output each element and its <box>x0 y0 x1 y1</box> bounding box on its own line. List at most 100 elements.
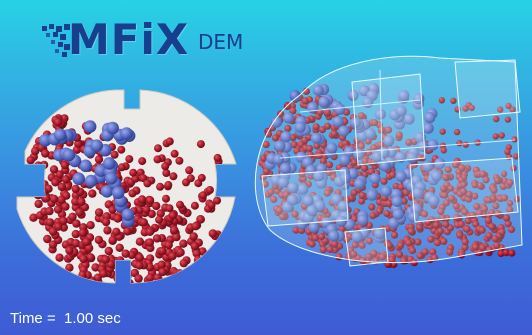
small-particle <box>138 157 147 166</box>
small-particle <box>460 187 468 195</box>
small-particle <box>301 97 309 105</box>
small-particle <box>397 183 405 191</box>
large-particle <box>332 116 344 128</box>
time-unit: sec <box>97 310 121 327</box>
small-particle <box>99 269 108 278</box>
small-particle <box>416 252 424 260</box>
small-particle <box>461 208 469 216</box>
small-particle <box>440 185 447 192</box>
small-particle <box>450 97 457 105</box>
small-particle <box>179 239 188 248</box>
large-particle <box>407 211 420 223</box>
small-particle <box>444 166 452 174</box>
small-particle <box>506 200 514 207</box>
small-particle <box>165 204 174 213</box>
small-particle <box>131 174 140 183</box>
small-particle <box>441 192 448 199</box>
small-particle <box>190 201 199 210</box>
small-particle <box>113 214 122 223</box>
small-particle <box>457 220 465 228</box>
small-particle <box>290 141 298 149</box>
large-particle <box>417 140 429 152</box>
small-particle <box>65 263 74 272</box>
small-particle <box>121 249 130 258</box>
small-particle <box>462 105 469 112</box>
small-particle <box>361 157 369 165</box>
small-particle <box>390 231 399 239</box>
small-particle <box>438 97 445 104</box>
small-particle <box>331 240 339 248</box>
small-particle <box>312 123 320 131</box>
small-particle <box>197 173 206 182</box>
large-particle <box>427 139 439 151</box>
small-particle <box>108 205 117 214</box>
large-particle <box>412 187 424 199</box>
small-particle <box>94 155 104 164</box>
large-particle <box>318 96 330 108</box>
small-particle <box>462 141 469 148</box>
small-particle <box>205 186 214 194</box>
small-particle <box>490 186 498 194</box>
large-particle <box>338 125 350 137</box>
small-particle <box>189 232 198 241</box>
small-particle <box>135 253 144 262</box>
small-particle <box>319 246 327 254</box>
small-particle <box>451 161 459 169</box>
large-particle <box>406 152 418 164</box>
small-particle <box>503 214 511 222</box>
small-particle <box>145 238 155 247</box>
small-particle <box>23 181 32 191</box>
small-particle <box>448 194 456 202</box>
small-particle <box>125 155 134 164</box>
large-particle <box>334 103 346 115</box>
small-particle <box>112 227 121 236</box>
large-particle <box>272 153 284 165</box>
small-particle <box>447 185 454 192</box>
mfix-dem-logo: MFiX DEM <box>40 17 270 64</box>
small-particle <box>168 252 177 261</box>
small-particle <box>402 189 410 197</box>
large-particle <box>94 164 108 177</box>
small-particle <box>117 163 126 172</box>
small-particle <box>415 223 424 231</box>
small-particle <box>275 206 283 214</box>
large-particle <box>369 173 381 185</box>
small-particle <box>48 227 58 236</box>
small-particle <box>145 196 155 205</box>
large-particle <box>38 134 52 147</box>
large-particle <box>364 128 376 140</box>
small-particle <box>157 260 166 269</box>
small-particle <box>168 211 177 220</box>
small-particle <box>84 243 94 253</box>
small-particle <box>396 251 404 259</box>
small-particle <box>161 162 170 171</box>
small-particle <box>385 126 393 134</box>
large-particle <box>343 146 355 158</box>
small-particle <box>190 242 200 251</box>
small-particle <box>407 227 415 235</box>
small-particle <box>468 104 475 112</box>
small-particle <box>318 233 326 241</box>
small-particle <box>57 182 66 192</box>
small-particle <box>71 184 80 194</box>
small-particle <box>414 238 422 246</box>
small-particle <box>359 257 367 265</box>
small-particle <box>135 237 145 246</box>
large-particle <box>287 181 299 194</box>
small-particle <box>139 218 148 227</box>
small-particle <box>71 197 80 206</box>
small-particle <box>164 240 173 250</box>
small-particle <box>135 261 144 270</box>
small-particle <box>442 199 450 207</box>
small-particle <box>509 106 516 113</box>
small-particle <box>176 200 184 209</box>
small-particle <box>199 191 208 200</box>
small-particle <box>358 197 366 205</box>
large-particle <box>72 172 85 186</box>
small-particle <box>170 149 179 158</box>
small-particle <box>439 128 446 135</box>
small-particle <box>370 249 378 257</box>
small-particle <box>152 234 162 243</box>
small-particle <box>75 208 84 217</box>
